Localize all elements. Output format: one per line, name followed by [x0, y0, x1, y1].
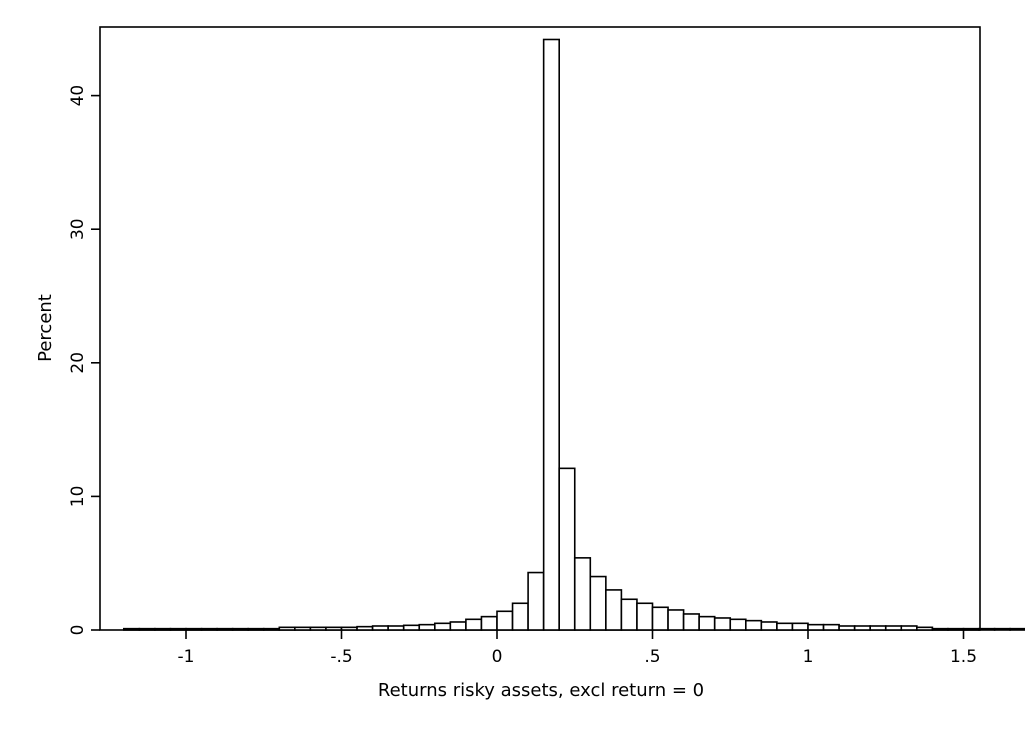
histogram-bar	[480, 615, 498, 631]
histogram-bar	[465, 618, 483, 631]
histogram-bar	[620, 598, 638, 631]
histogram-bar	[822, 623, 840, 631]
histogram-bar	[605, 589, 623, 631]
histogram-bar	[325, 626, 343, 631]
y-tick-label: 40	[68, 85, 88, 107]
histogram-bar	[123, 627, 141, 631]
histogram-bar	[900, 625, 918, 631]
histogram-bar	[682, 613, 700, 631]
histogram-bar	[760, 621, 778, 631]
x-axis-title: Returns risky assets, excl return = 0	[378, 680, 704, 701]
x-axis: -1 -.5 0 .5 1 1.5	[178, 630, 977, 667]
histogram-bar	[916, 626, 934, 631]
histogram-bar	[713, 617, 732, 631]
x-tick-label: 1.5	[950, 647, 977, 667]
y-tick-label: 0	[68, 625, 88, 636]
histogram-bar	[527, 571, 545, 631]
x-tick-label: 1	[803, 647, 814, 667]
histogram-bar	[496, 610, 514, 631]
histogram-bar	[138, 627, 156, 631]
histogram-bar	[294, 626, 312, 631]
histogram-bar	[402, 624, 421, 631]
histogram-bar	[698, 615, 716, 631]
bars-group	[123, 38, 1025, 631]
y-tick-label: 10	[68, 486, 88, 508]
histogram-bar	[154, 627, 172, 631]
plot-frame	[99, 26, 981, 631]
histogram-bar	[449, 621, 467, 631]
histogram-bar	[511, 602, 529, 631]
histogram-bar	[262, 627, 281, 631]
histogram-bar	[418, 623, 436, 631]
y-tick-label: 20	[68, 352, 88, 374]
histogram-bar	[962, 627, 980, 631]
histogram-bar	[433, 622, 452, 631]
histogram-bar	[247, 627, 265, 631]
histogram-bar	[729, 618, 747, 631]
histogram-bar	[931, 627, 949, 631]
histogram-bar	[231, 627, 249, 631]
histogram-bar	[636, 602, 654, 631]
histogram-bar	[651, 606, 669, 631]
histogram-bar	[309, 626, 327, 631]
histogram-bar	[387, 625, 405, 631]
y-axis-title: Percent	[35, 294, 56, 362]
histogram-bar	[807, 623, 825, 631]
histogram-bar	[371, 625, 389, 631]
histogram-bar	[667, 609, 685, 631]
histogram-bar	[853, 625, 872, 631]
histogram-bar	[978, 627, 996, 631]
histogram-bar	[744, 619, 763, 631]
histogram-bar	[776, 622, 794, 631]
histogram-bar	[542, 38, 561, 631]
histogram-bar	[185, 627, 203, 631]
histogram-bar	[573, 557, 592, 631]
histogram-bar	[838, 625, 856, 631]
histogram-bar	[869, 625, 887, 631]
x-tick-label: -.5	[330, 647, 352, 667]
y-tick-label: 30	[68, 218, 88, 240]
x-tick-label: -1	[178, 647, 195, 667]
y-axis: 0 10 20 30 40	[68, 85, 100, 636]
x-tick-label: 0	[492, 647, 503, 667]
histogram-bar	[791, 622, 809, 631]
histogram-bar	[216, 627, 234, 631]
histogram-bar	[993, 627, 1011, 631]
histogram-bar	[884, 625, 903, 631]
histogram-bar	[278, 626, 296, 631]
histogram-bar	[558, 467, 576, 631]
histogram-bar	[340, 626, 358, 631]
histogram-bar	[169, 627, 187, 631]
histogram-bar	[200, 627, 218, 631]
x-tick-label: .5	[644, 647, 660, 667]
histogram-bar	[947, 627, 965, 631]
histogram-bar	[589, 575, 607, 631]
histogram-bar	[1009, 627, 1025, 631]
histogram-bar	[356, 625, 374, 631]
